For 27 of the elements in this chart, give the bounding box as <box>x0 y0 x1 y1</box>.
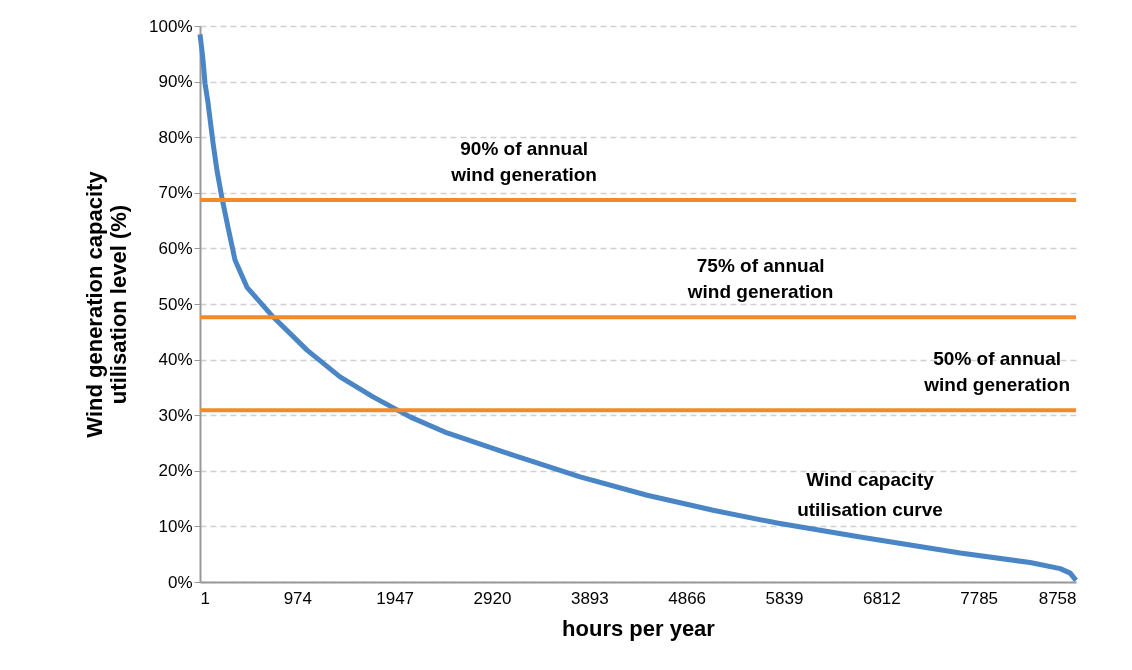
x-tick-label: 4866 <box>668 588 707 608</box>
y-tick-label: 40% <box>158 350 193 370</box>
x-tick-label: 1947 <box>376 588 415 608</box>
y-tick-label: 60% <box>158 238 193 258</box>
ref-line-label: 75% of annual wind generation <box>686 255 834 303</box>
ref-line-label: 50% of annual wind generation <box>923 348 1070 396</box>
x-tick-label: 8758 <box>1038 588 1077 608</box>
y-tick-label: 20% <box>158 461 193 481</box>
x-tick-label: 7785 <box>960 588 999 608</box>
y-tick-label: 70% <box>158 183 193 203</box>
y-tick-label: 50% <box>158 294 193 314</box>
x-tick-label: 1 <box>200 588 210 608</box>
y-tick-label: 90% <box>158 72 193 92</box>
y-tick-label: 100% <box>149 16 193 36</box>
x-tick-label: 974 <box>283 588 313 608</box>
y-tick-label: 80% <box>158 127 193 147</box>
y-tick-label: 30% <box>158 405 193 425</box>
x-tick-label: 5839 <box>765 588 804 608</box>
ref-line-label: 90% of annual wind generation <box>450 138 597 186</box>
x-tick-label: 2920 <box>473 588 512 608</box>
y-tick-label: 10% <box>158 516 193 536</box>
y-axis-title: Wind generation capacity utilisation level (%) <box>82 170 132 438</box>
x-tick-label: 6812 <box>862 588 901 608</box>
x-axis-title: hours per year <box>562 615 716 641</box>
x-tick-label: 3893 <box>570 588 609 608</box>
series-label: Wind capacity utilisation curve <box>797 469 943 520</box>
y-tick-label: 0% <box>167 572 193 592</box>
